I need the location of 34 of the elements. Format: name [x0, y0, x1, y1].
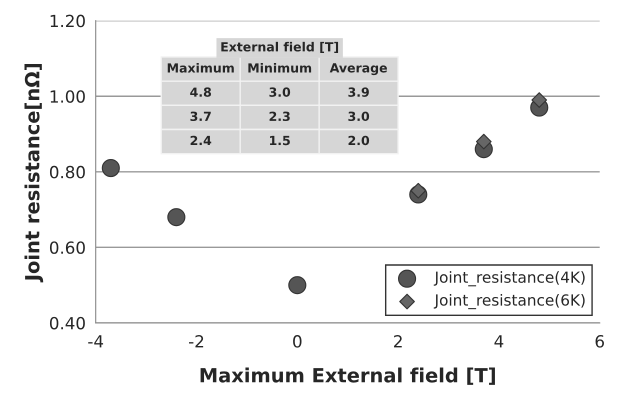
point [476, 134, 492, 150]
y-tick-label: 1.20 [50, 14, 85, 28]
annotation: External field [T] [221, 42, 338, 53]
x-tick-label: -2 [189, 335, 204, 348]
legend-label: Joint_resistance(6K) [434, 294, 585, 310]
annotation: Maximum [168, 63, 234, 73]
annotation: 2.4 [190, 136, 212, 146]
y-tick-label: 1.00 [50, 90, 85, 103]
x-tick-label: 4 [494, 335, 504, 348]
annotation: 2.3 [270, 112, 290, 122]
x-tick-label: 2 [394, 335, 402, 348]
y-axis-title: Joint resistance[nΩ] [24, 64, 44, 282]
x-tick-label: -4 [88, 335, 104, 348]
x-tick-label: 6 [596, 335, 604, 348]
annotation: 4.8 [190, 87, 211, 97]
x-tick-label: 0 [293, 335, 302, 348]
y-tick-label: 0.80 [50, 166, 85, 178]
legend-label: Joint_resistance(4K) [434, 271, 585, 286]
annotation: Average [330, 63, 387, 76]
annotation: 3.0 [348, 112, 370, 122]
annotation: 1.5 [270, 136, 290, 146]
point [410, 182, 426, 199]
annotation: Minimum [248, 63, 312, 73]
point [531, 92, 548, 108]
point [167, 208, 186, 226]
annotation: 2.0 [348, 136, 370, 146]
y-tick-label: 0.40 [50, 316, 85, 330]
point [288, 276, 306, 294]
y-tick-label: 0.60 [50, 241, 85, 254]
annotation: 3.0 [269, 87, 290, 97]
annotation: 3.9 [348, 87, 369, 97]
point [102, 158, 120, 178]
annotation: 3.7 [190, 112, 211, 122]
x-axis-title: Maximum External field [T] [200, 368, 495, 385]
